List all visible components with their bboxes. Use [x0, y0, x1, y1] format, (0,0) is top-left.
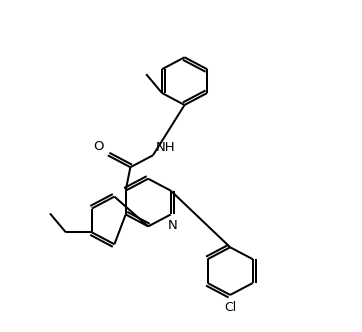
Text: O: O — [93, 140, 104, 153]
Text: Cl: Cl — [224, 301, 236, 314]
Text: N: N — [168, 219, 178, 232]
Text: NH: NH — [155, 141, 175, 154]
